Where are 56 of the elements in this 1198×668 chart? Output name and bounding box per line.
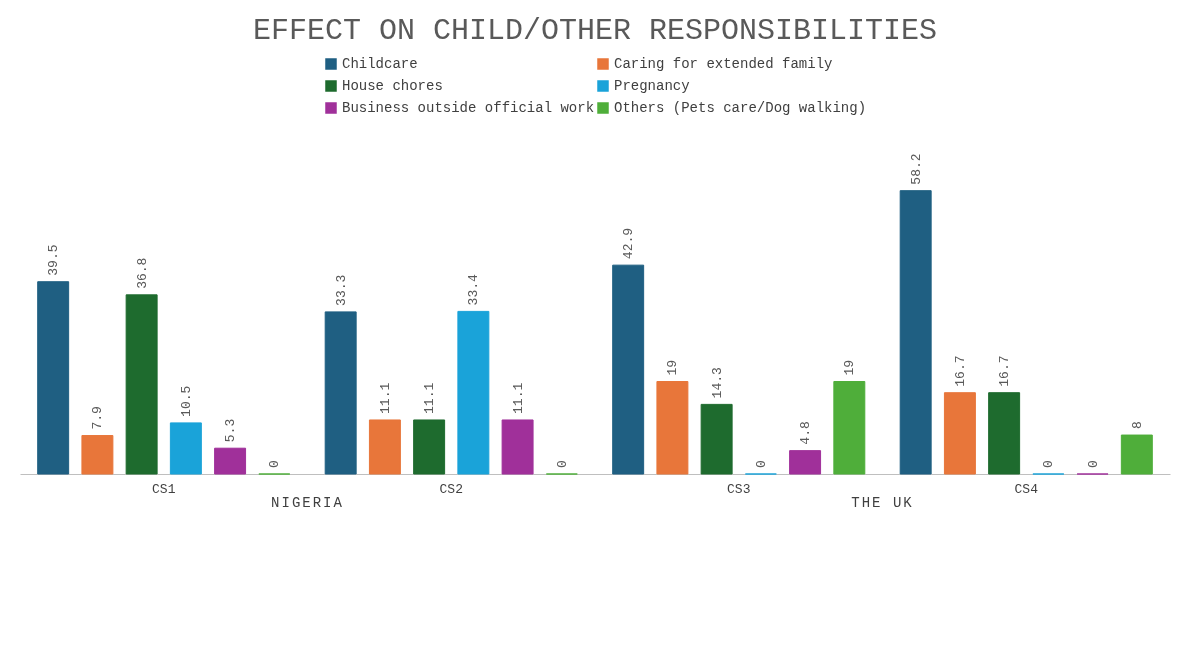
text: THE UK [850,495,915,511]
text: NIGERIA [270,495,345,511]
legend-label: Pregnancy [614,78,690,94]
bar [81,435,114,475]
bar [125,294,158,475]
x-tick-label: CS4 [1014,481,1039,497]
bar [833,381,866,475]
data-label: 11.1 [510,382,526,414]
bar [943,392,976,475]
bar [368,419,401,475]
bar [214,447,247,475]
data-label: 19 [842,359,858,376]
data-label: 5.3 [223,418,239,443]
bar [988,392,1021,475]
legend-label: Caring for extended family [614,56,833,72]
data-label: 10.5 [178,385,194,417]
bar [169,422,202,475]
data-label: 11.1 [377,382,393,414]
data-label: 14.3 [709,367,725,399]
bar [789,450,822,475]
legend-label: Others (Pets care/Dog walking) [614,100,867,116]
legend-label: Business outside official work [342,100,595,116]
chart-title: EFFECT ON CHILD/OTHER RESPONSIBILITIES [252,14,938,48]
bar [37,281,70,475]
data-label: 0 [753,460,769,468]
x-tick-label: CS2 [439,481,463,497]
data-label: 8 [1129,421,1145,430]
data-label: 0 [1041,460,1057,468]
bar [700,403,733,475]
data-label: 33.3 [333,274,349,306]
data-label: 19 [665,359,681,376]
bar [612,264,645,475]
data-label: 58.2 [908,153,924,185]
data-label: 16.7 [952,355,968,387]
data-label: 42.9 [621,227,637,260]
data-label: 33.4 [466,274,482,306]
data-label: 0 [267,460,283,468]
legend-label: Childcare [342,56,418,72]
data-label: 7.9 [90,406,106,430]
bar [1120,434,1153,475]
data-label: 36.8 [134,257,150,289]
x-tick-label: CS3 [727,481,751,497]
bar [324,311,357,475]
bar [899,190,932,475]
data-label: 0 [1085,460,1101,468]
data-label: 0 [554,460,570,468]
data-label: 11.1 [422,382,438,414]
data-label: 39.5 [46,244,62,276]
data-label: 4.8 [798,421,814,445]
bar [413,419,446,475]
legend-label: House chores [342,78,443,94]
bar [501,419,534,475]
x-tick-label: CS1 [152,481,176,497]
bar [457,310,490,475]
bar [656,381,689,475]
data-label: 16.7 [997,355,1013,387]
